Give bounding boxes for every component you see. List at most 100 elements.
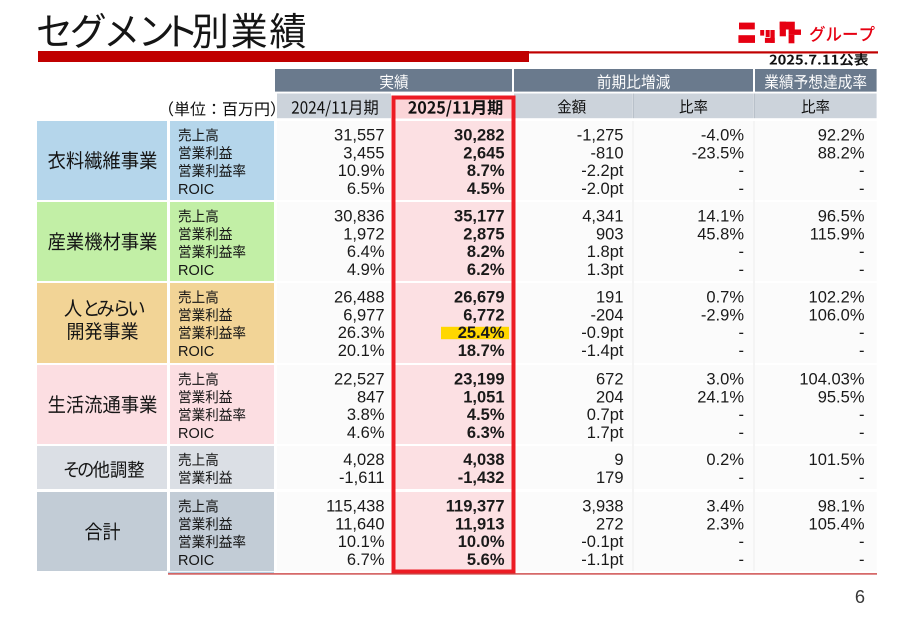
svg-text:20.1%: 20.1% <box>338 342 385 360</box>
svg-text:1.7pt: 1.7pt <box>587 424 624 442</box>
svg-text:88.2%: 88.2% <box>818 144 865 162</box>
svg-text:30,282: 30,282 <box>454 127 504 145</box>
svg-text:4.9%: 4.9% <box>347 261 385 279</box>
svg-text:179: 179 <box>596 469 624 487</box>
svg-text:-1,275: -1,275 <box>577 127 624 145</box>
svg-text:4.5%: 4.5% <box>467 406 505 424</box>
svg-text:ROIC: ROIC <box>178 263 214 279</box>
svg-text:23,199: 23,199 <box>454 371 504 389</box>
svg-text:22,527: 22,527 <box>334 371 384 389</box>
svg-text:-810: -810 <box>590 144 623 162</box>
svg-text:-23.5%: -23.5% <box>692 144 745 162</box>
svg-text:-: - <box>859 533 865 551</box>
svg-text:4.6%: 4.6% <box>347 424 385 442</box>
svg-text:104.03%: 104.03% <box>799 371 864 389</box>
svg-text:-0.9pt: -0.9pt <box>581 324 624 342</box>
svg-text:30,836: 30,836 <box>334 208 384 226</box>
svg-text:26,679: 26,679 <box>454 289 504 307</box>
svg-text:-2.2pt: -2.2pt <box>581 162 624 180</box>
svg-text:-: - <box>739 406 745 424</box>
svg-text:-: - <box>859 424 865 442</box>
svg-text:9: 9 <box>614 451 623 469</box>
svg-text:-4.0%: -4.0% <box>701 127 744 145</box>
svg-text:-: - <box>739 551 745 569</box>
svg-text:2,645: 2,645 <box>463 144 504 162</box>
svg-text:11,913: 11,913 <box>455 515 505 533</box>
svg-text:0.7pt: 0.7pt <box>587 406 624 424</box>
svg-text:6.3%: 6.3% <box>467 424 505 442</box>
svg-text:1.8pt: 1.8pt <box>587 243 624 261</box>
svg-text:25.4%: 25.4% <box>458 324 505 342</box>
svg-text:-: - <box>739 261 745 279</box>
svg-text:191: 191 <box>596 289 624 307</box>
svg-text:-: - <box>859 551 865 569</box>
svg-text:10.9%: 10.9% <box>338 162 385 180</box>
svg-text:92.2%: 92.2% <box>818 127 865 145</box>
svg-text:-: - <box>739 243 745 261</box>
svg-text:903: 903 <box>596 225 624 243</box>
svg-text:6,772: 6,772 <box>463 306 504 324</box>
svg-text:ROIC: ROIC <box>178 553 214 569</box>
svg-text:-: - <box>739 469 745 487</box>
svg-text:5.6%: 5.6% <box>467 551 505 569</box>
svg-text:-2.0pt: -2.0pt <box>581 180 624 198</box>
svg-text:119,377: 119,377 <box>446 498 505 516</box>
svg-text:24.1%: 24.1% <box>697 388 744 406</box>
svg-text:-: - <box>859 324 865 342</box>
svg-text:0.2%: 0.2% <box>706 451 744 469</box>
svg-text:-: - <box>739 180 745 198</box>
svg-text:3.8%: 3.8% <box>347 406 385 424</box>
svg-text:115.9%: 115.9% <box>810 225 865 243</box>
svg-text:1,972: 1,972 <box>343 225 384 243</box>
svg-text:0.7%: 0.7% <box>706 289 744 307</box>
svg-text:8.7%: 8.7% <box>467 162 505 180</box>
svg-text:-204: -204 <box>590 306 623 324</box>
svg-text:115,438: 115,438 <box>326 498 384 516</box>
svg-text:18.7%: 18.7% <box>458 342 505 360</box>
svg-text:95.5%: 95.5% <box>818 388 865 406</box>
svg-text:10.0%: 10.0% <box>458 533 505 551</box>
svg-text:10.1%: 10.1% <box>338 533 385 551</box>
svg-text:6.2%: 6.2% <box>467 261 505 279</box>
svg-text:-1,432: -1,432 <box>458 469 505 487</box>
svg-text:31,557: 31,557 <box>334 127 384 145</box>
svg-text:-: - <box>859 162 865 180</box>
svg-text:6.7%: 6.7% <box>347 551 385 569</box>
svg-text:98.1%: 98.1% <box>818 498 865 516</box>
svg-text:-: - <box>739 533 745 551</box>
svg-text:6.5%: 6.5% <box>347 180 385 198</box>
svg-text:1.3pt: 1.3pt <box>587 261 624 279</box>
svg-text:106.0%: 106.0% <box>809 306 865 324</box>
svg-text:3,455: 3,455 <box>343 144 384 162</box>
svg-text:3,938: 3,938 <box>582 498 623 516</box>
svg-text:-1.1pt: -1.1pt <box>581 551 624 569</box>
svg-text:105.4%: 105.4% <box>809 515 865 533</box>
svg-text:-: - <box>739 324 745 342</box>
svg-text:-1.4pt: -1.4pt <box>581 342 624 360</box>
svg-text:35,177: 35,177 <box>454 208 504 226</box>
svg-text:-2.9%: -2.9% <box>701 306 744 324</box>
svg-text:102.2%: 102.2% <box>809 289 865 307</box>
svg-text:ROIC: ROIC <box>178 344 214 360</box>
svg-text:-: - <box>859 180 865 198</box>
svg-text:ROIC: ROIC <box>178 182 214 198</box>
svg-text:4.5%: 4.5% <box>467 180 505 198</box>
svg-text:ROIC: ROIC <box>178 426 214 442</box>
svg-text:-1,611: -1,611 <box>339 469 385 487</box>
svg-text:6,977: 6,977 <box>343 306 384 324</box>
svg-text:272: 272 <box>596 515 624 533</box>
svg-text:11,640: 11,640 <box>335 515 384 533</box>
svg-text:6: 6 <box>855 586 865 607</box>
svg-text:4,341: 4,341 <box>582 208 623 226</box>
svg-text:204: 204 <box>596 388 624 406</box>
svg-text:1,051: 1,051 <box>463 388 504 406</box>
svg-text:4,038: 4,038 <box>463 451 504 469</box>
svg-text:2.3%: 2.3% <box>706 515 744 533</box>
svg-text:-: - <box>739 342 745 360</box>
svg-text:101.5%: 101.5% <box>809 451 865 469</box>
svg-text:-: - <box>859 261 865 279</box>
svg-text:8.2%: 8.2% <box>467 243 505 261</box>
svg-text:45.8%: 45.8% <box>697 225 744 243</box>
svg-text:26.3%: 26.3% <box>338 324 385 342</box>
svg-text:-0.1pt: -0.1pt <box>581 533 624 551</box>
